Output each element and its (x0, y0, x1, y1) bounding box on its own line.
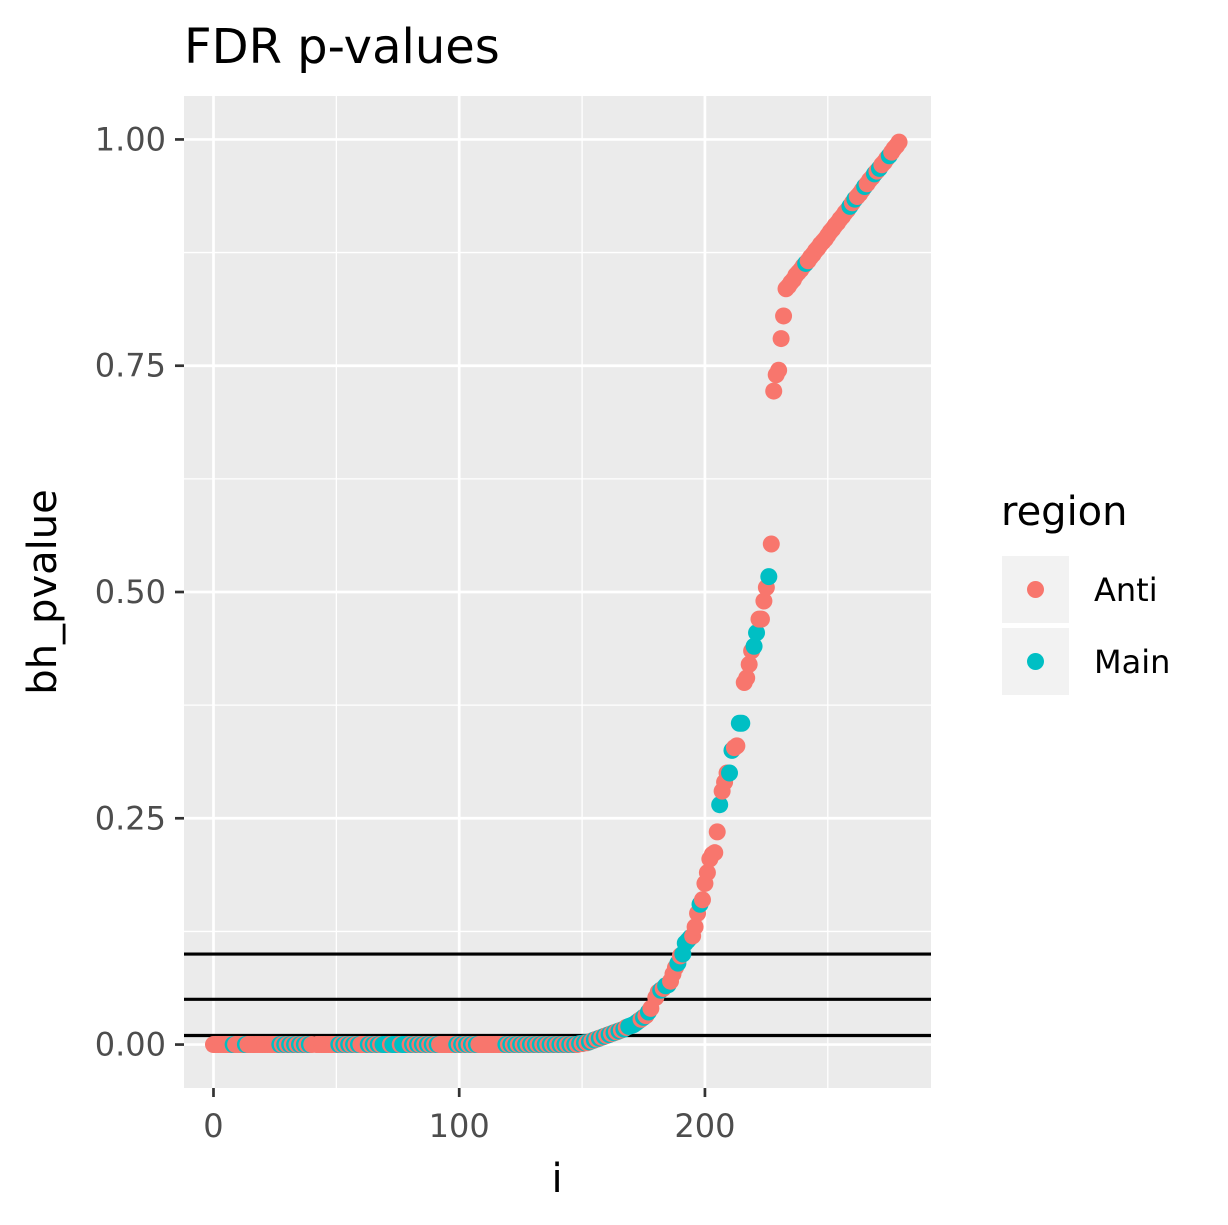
point-main (733, 714, 751, 732)
x-axis-title: i (551, 1156, 562, 1202)
data-points (204, 133, 908, 1054)
threshold-lines (184, 952, 931, 1038)
point-anti (728, 737, 746, 755)
y-tick-label: 0.75 (95, 347, 166, 385)
point-anti (752, 610, 770, 628)
legend-swatch (1027, 653, 1044, 670)
y-tick-label: 1.00 (95, 120, 166, 158)
point-anti (708, 823, 726, 841)
y-axis-title: bh_pvalue (20, 489, 66, 694)
legend-label: Anti (1094, 571, 1158, 609)
point-anti (762, 535, 780, 553)
x-tick-label: 100 (429, 1107, 490, 1145)
y-tick-label: 0.50 (95, 573, 166, 611)
point-anti (698, 864, 716, 882)
point-main (760, 568, 778, 586)
point-main (748, 624, 766, 642)
axes: 0 100 200 0.00 0.25 0.50 0.75 1.00 (95, 120, 736, 1145)
point-main (745, 637, 763, 655)
point-anti (772, 330, 790, 348)
point-anti (693, 891, 711, 909)
y-tick-label: 0.00 (95, 1026, 166, 1064)
point-main (721, 764, 739, 782)
point-anti (770, 361, 788, 379)
legend-label: Main (1094, 643, 1170, 681)
point-anti (755, 592, 773, 610)
point-anti (890, 133, 908, 151)
legend: region Anti Main (1001, 489, 1170, 695)
point-anti (686, 918, 704, 936)
legend-items: Anti Main (1002, 556, 1170, 695)
x-tick-label: 200 (674, 1107, 735, 1145)
point-anti (740, 655, 758, 673)
point-anti (738, 669, 756, 687)
y-tick-label: 0.25 (95, 799, 166, 837)
point-anti (765, 382, 783, 400)
point-main (711, 796, 729, 814)
point-anti (706, 844, 724, 862)
legend-title: region (1001, 489, 1128, 535)
x-tick-label: 0 (203, 1107, 223, 1145)
chart-title: FDR p-values (184, 19, 500, 75)
point-anti (775, 307, 793, 325)
legend-swatch (1027, 581, 1044, 598)
